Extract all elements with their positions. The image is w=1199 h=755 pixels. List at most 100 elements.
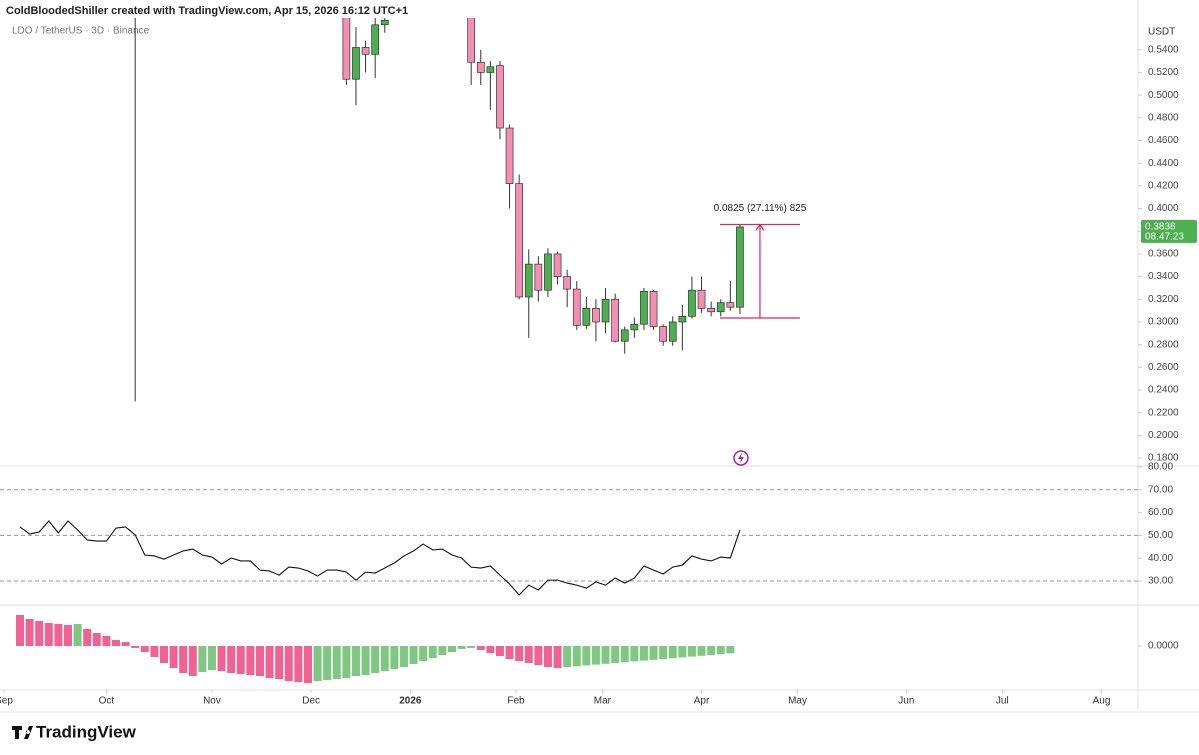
histogram-bar	[83, 629, 92, 646]
histogram-bar	[131, 646, 140, 648]
y-tick-label: 0.1800	[1148, 453, 1179, 464]
candle-body	[352, 47, 360, 80]
currency: USDT	[1148, 27, 1175, 38]
histogram-bar	[582, 646, 591, 666]
candle-body	[630, 323, 639, 331]
y-tick-label: 0.3600	[1148, 249, 1179, 260]
histogram-bar	[188, 646, 197, 676]
y-tick-label: 0.2400	[1148, 385, 1179, 396]
candle-body	[582, 307, 591, 326]
histogram-bar	[275, 646, 284, 679]
histogram-bar	[35, 621, 44, 646]
candle-body	[736, 226, 744, 308]
x-tick-label: Jul	[996, 696, 1009, 707]
histogram-bar	[351, 646, 360, 676]
histogram-bar	[92, 633, 101, 646]
measure-label: 0.0825 (27.11%) 825	[714, 203, 807, 214]
histogram-bar	[639, 646, 648, 661]
histogram-bar	[265, 646, 274, 678]
candle-body	[486, 66, 495, 73]
x-tick-label: Feb	[507, 696, 525, 707]
candle-body	[707, 307, 716, 313]
histogram-bar	[467, 646, 476, 648]
symbol: LDO / TetherUS · 3D · Binance	[12, 26, 150, 37]
alert-icon	[733, 450, 749, 466]
y-tick-label: 70.00	[1148, 484, 1173, 495]
histogram-bar	[294, 646, 303, 682]
histogram-bar	[179, 646, 188, 673]
histogram-bar	[716, 646, 725, 655]
y-tick-label: 60.00	[1148, 507, 1173, 518]
y-tick-label: 0.2000	[1148, 430, 1179, 441]
histogram-bar	[601, 646, 610, 664]
candle-body	[620, 329, 629, 342]
histogram-bar	[419, 646, 428, 661]
histogram-bar	[572, 646, 581, 667]
histogram-bar	[371, 646, 380, 673]
histogram-bar	[159, 646, 168, 663]
logo: TradingView	[12, 722, 137, 741]
histogram-bar	[246, 646, 255, 675]
candle-body	[534, 263, 543, 291]
x-tick-label: Aug	[1093, 696, 1111, 707]
candle-body	[524, 263, 533, 298]
histogram-bar	[236, 646, 245, 674]
histogram-bar	[380, 646, 389, 671]
histogram-bar	[409, 646, 418, 664]
candle-body	[361, 47, 370, 55]
y-tick-label: 50.00	[1148, 530, 1173, 541]
y-tick-label: 0.4200	[1148, 180, 1179, 191]
histogram-bar	[73, 624, 82, 646]
candle-body	[553, 253, 562, 277]
histogram-bar	[198, 646, 207, 672]
x-tick-label: Mar	[594, 696, 612, 707]
histogram-bar	[44, 623, 53, 646]
histogram-bar	[207, 646, 216, 670]
histogram-bar	[534, 646, 543, 665]
pane-1	[0, 489, 1138, 596]
x-tick-label: Dec	[302, 696, 320, 707]
candle-body	[697, 289, 706, 309]
histogram-bar	[54, 624, 63, 646]
histogram-bar	[476, 646, 485, 650]
y-tick-label: 0.2600	[1148, 362, 1179, 373]
histogram-bar	[707, 646, 716, 655]
histogram-bar	[495, 646, 504, 656]
histogram-bar	[361, 646, 370, 675]
x-tick-label: Apr	[694, 696, 710, 707]
histogram-bar	[687, 646, 696, 657]
histogram-bar	[25, 619, 34, 646]
histogram-bar	[611, 646, 620, 663]
histogram-bar	[15, 615, 24, 646]
last-price: 0.3838	[1145, 222, 1176, 233]
candle-body	[563, 276, 572, 290]
histogram-bar	[217, 646, 226, 671]
histogram-bar	[150, 646, 159, 657]
candle-body	[342, 18, 351, 80]
histogram-bar	[342, 646, 351, 678]
candle-body	[640, 290, 648, 325]
histogram-bar	[399, 646, 408, 667]
y-tick-label: 40.00	[1148, 553, 1173, 564]
y-tick-label: 0.4800	[1148, 112, 1179, 123]
y-tick-label: 0.5200	[1148, 67, 1179, 78]
histogram-bar	[332, 646, 341, 679]
histogram-bar	[313, 646, 322, 681]
histogram-bar	[227, 646, 236, 673]
candle-body	[496, 65, 504, 129]
candle-body	[716, 302, 725, 313]
candle-body	[649, 290, 658, 327]
histogram-bar	[563, 646, 572, 667]
histogram-bar	[121, 642, 130, 646]
histogram-bar	[726, 646, 735, 654]
candle-body	[544, 253, 552, 291]
candle-body	[371, 24, 380, 55]
y-tick-label: 0.2200	[1148, 407, 1179, 418]
candle-body	[132, 0, 139, 4]
histogram-bar	[255, 646, 264, 676]
countdown: 08:47:23	[1145, 232, 1184, 243]
histogram-bar	[678, 646, 687, 658]
y-tick-label: 80.00	[1148, 462, 1173, 473]
candle-body	[515, 183, 524, 298]
